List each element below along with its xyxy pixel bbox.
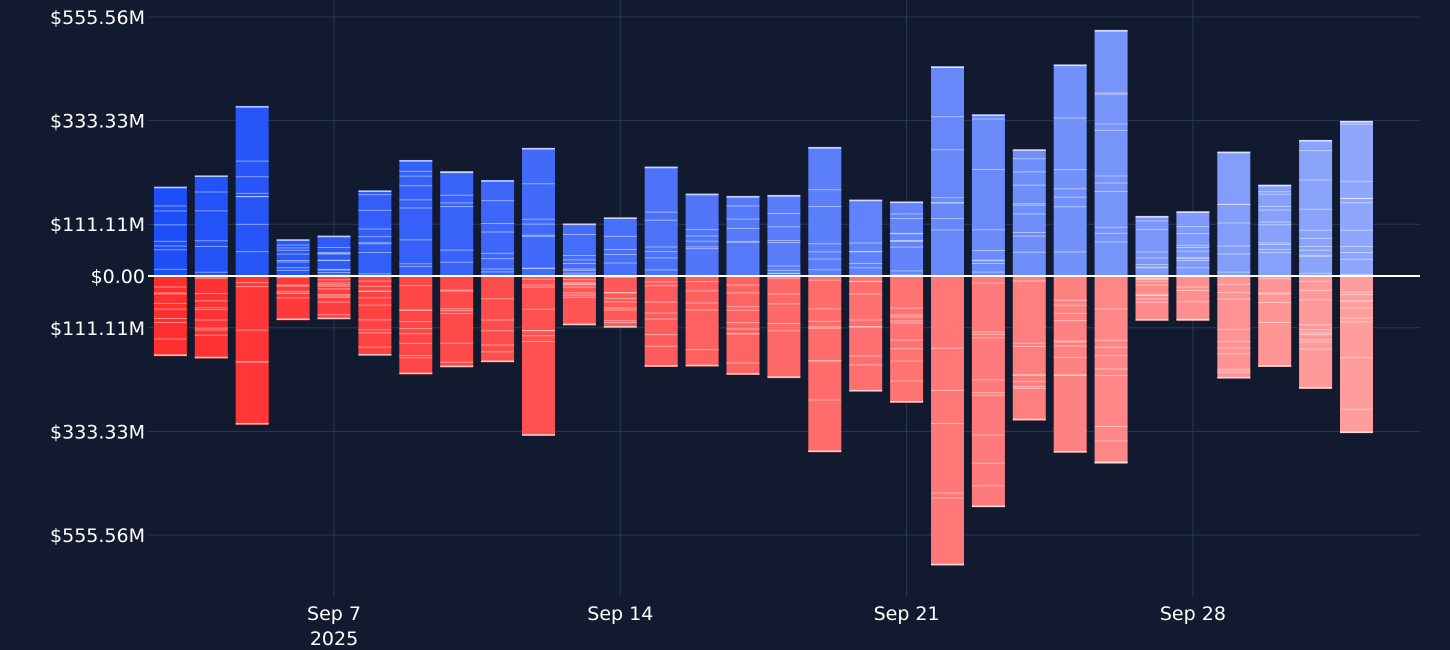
positive-bar <box>1094 29 1128 276</box>
positive-bar <box>1299 139 1333 276</box>
y-axis: $555.56M $333.33M $111.11M $0.00 $111.11M $33… <box>50 7 145 547</box>
negative-bar <box>971 276 1005 508</box>
positive-bar <box>931 66 964 277</box>
negative-bar <box>808 276 842 453</box>
x-tick-label: Sep 28 <box>1160 603 1226 625</box>
y-tick-label: $555.56M <box>50 525 145 547</box>
positive-bar <box>1217 151 1251 276</box>
positive-bar <box>399 159 433 276</box>
positive-bar <box>194 175 228 276</box>
y-tick-label: $0.00 <box>91 266 145 288</box>
positive-bar <box>153 186 187 276</box>
negative-bar <box>562 276 596 326</box>
negative-bar <box>522 276 555 436</box>
negative-bar <box>1012 276 1046 421</box>
positive-bar <box>562 223 596 276</box>
positive-bar <box>726 195 760 276</box>
y-tick-label: $333.33M <box>50 421 145 443</box>
negative-bar <box>1135 276 1169 321</box>
negative-bar <box>1176 276 1210 321</box>
negative-bar <box>276 276 310 321</box>
positive-bar <box>317 235 351 276</box>
positive-bar <box>1176 211 1210 276</box>
x-tick-sublabel: 2025 <box>310 628 358 650</box>
bars <box>153 29 1373 566</box>
negative-bar <box>1340 276 1373 434</box>
negative-bar <box>644 276 678 367</box>
negative-bar <box>317 276 351 320</box>
positive-bar <box>1135 215 1169 276</box>
negative-bar <box>1217 276 1251 379</box>
positive-bar <box>1340 120 1373 276</box>
negative-bar <box>849 276 883 392</box>
negative-bar <box>685 276 719 367</box>
negative-bar <box>358 276 392 356</box>
negative-bar <box>153 276 187 357</box>
positive-bar <box>767 194 801 276</box>
negative-bar <box>890 276 924 403</box>
negative-bar <box>931 276 964 566</box>
positive-bar <box>1053 64 1087 276</box>
negative-bar <box>399 276 433 375</box>
x-tick-label: Sep 14 <box>587 603 653 625</box>
positive-bar <box>481 179 515 276</box>
positive-bar <box>971 114 1005 277</box>
negative-bar <box>440 276 474 368</box>
y-tick-label: $111.11M <box>50 318 145 340</box>
negative-bar <box>481 276 515 363</box>
positive-bar <box>522 147 555 276</box>
positive-bar <box>235 105 269 276</box>
negative-bar <box>1053 276 1087 453</box>
negative-bar <box>1094 276 1128 464</box>
positive-bar <box>603 217 637 276</box>
negative-bar <box>1258 276 1292 367</box>
positive-bar <box>685 193 719 276</box>
positive-bar <box>849 199 883 276</box>
negative-bar <box>194 276 228 359</box>
y-tick-label: $111.11M <box>50 214 145 236</box>
negative-bar <box>235 276 269 425</box>
positive-bar <box>644 166 678 276</box>
x-tick-label: Sep 21 <box>874 603 940 625</box>
negative-bar <box>767 276 801 379</box>
negative-bar <box>603 276 637 328</box>
positive-bar <box>1012 149 1046 276</box>
positive-bar <box>1258 184 1292 276</box>
positive-bar <box>808 146 842 276</box>
y-tick-label: $555.56M <box>50 7 145 29</box>
negative-bar <box>1299 276 1333 389</box>
positive-bar <box>358 190 392 276</box>
y-tick-label: $333.33M <box>50 111 145 133</box>
positive-bar <box>276 239 310 276</box>
x-axis: Sep 7 2025 Sep 14 Sep 21 Sep 28 <box>307 603 1226 650</box>
x-tick-label: Sep 7 <box>307 603 361 625</box>
negative-bar <box>726 276 760 375</box>
positive-bar <box>440 171 474 276</box>
positive-bar <box>890 201 924 276</box>
